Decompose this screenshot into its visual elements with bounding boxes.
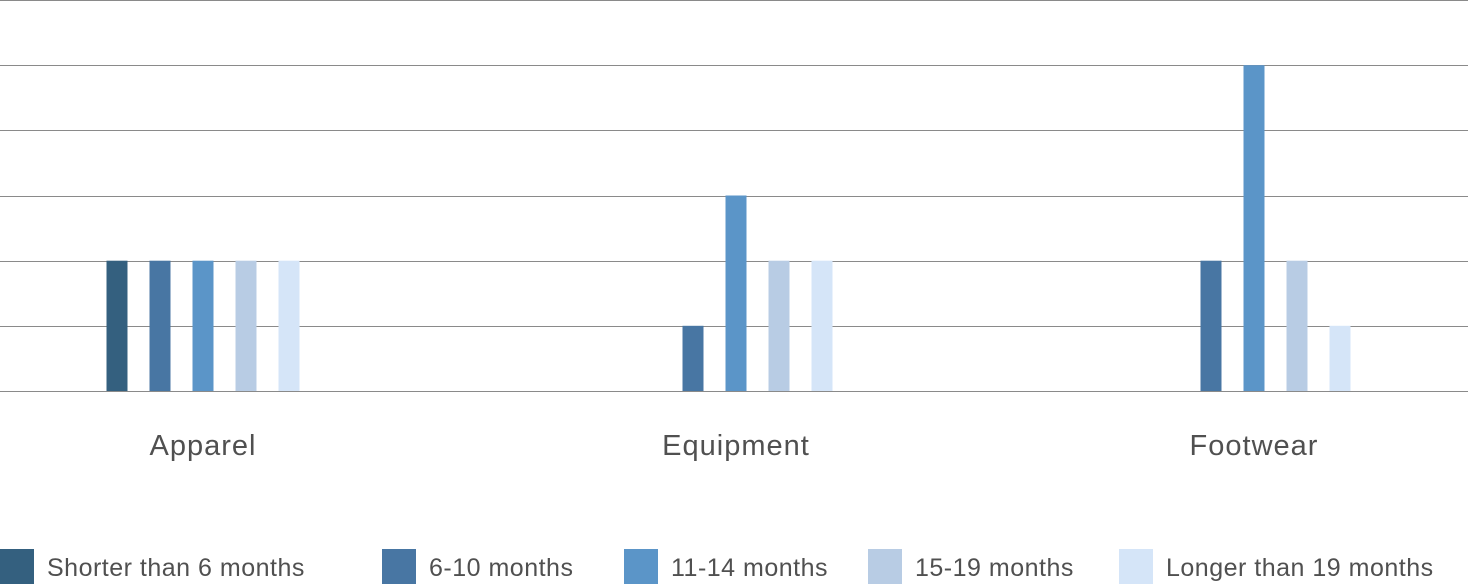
category-labels: Apparel Equipment Footwear <box>150 430 1319 462</box>
legend-swatch-3 <box>868 549 902 584</box>
bar-equipment-series-1 <box>682 325 704 391</box>
bar-apparel-series-3 <box>235 260 257 391</box>
bar-apparel-series-0 <box>106 260 128 391</box>
bar-equipment-series-3 <box>768 260 790 391</box>
legend-swatch-1 <box>382 549 416 584</box>
legend-label-3: 15-19 months <box>915 554 1074 582</box>
category-label-apparel: Apparel <box>150 430 257 462</box>
bar-apparel-series-4 <box>278 260 300 391</box>
bar-equipment-series-2 <box>725 195 747 391</box>
bar-footwear-series-4 <box>1329 325 1351 391</box>
bar-apparel-series-2 <box>192 260 214 391</box>
bar-equipment-series-4 <box>811 260 833 391</box>
legend-swatch-0 <box>0 549 34 584</box>
legend: Shorter than 6 months 6-10 months 11-14 mo… <box>0 549 1434 584</box>
bar-footwear-series-1 <box>1200 260 1222 391</box>
legend-label-2: 11-14 months <box>671 554 828 582</box>
bar-footwear-series-2 <box>1243 65 1265 391</box>
bar-footwear-series-3 <box>1286 260 1308 391</box>
legend-label-1: 6-10 months <box>429 554 573 582</box>
legend-label-4: Longer than 19 months <box>1166 554 1434 582</box>
category-label-footwear: Footwear <box>1190 430 1319 462</box>
bars <box>106 65 1351 391</box>
legend-swatch-2 <box>624 549 658 584</box>
legend-label-0: Shorter than 6 months <box>47 554 305 582</box>
bar-apparel-series-1 <box>149 260 171 391</box>
category-label-equipment: Equipment <box>662 430 810 462</box>
legend-swatch-4 <box>1119 549 1153 584</box>
